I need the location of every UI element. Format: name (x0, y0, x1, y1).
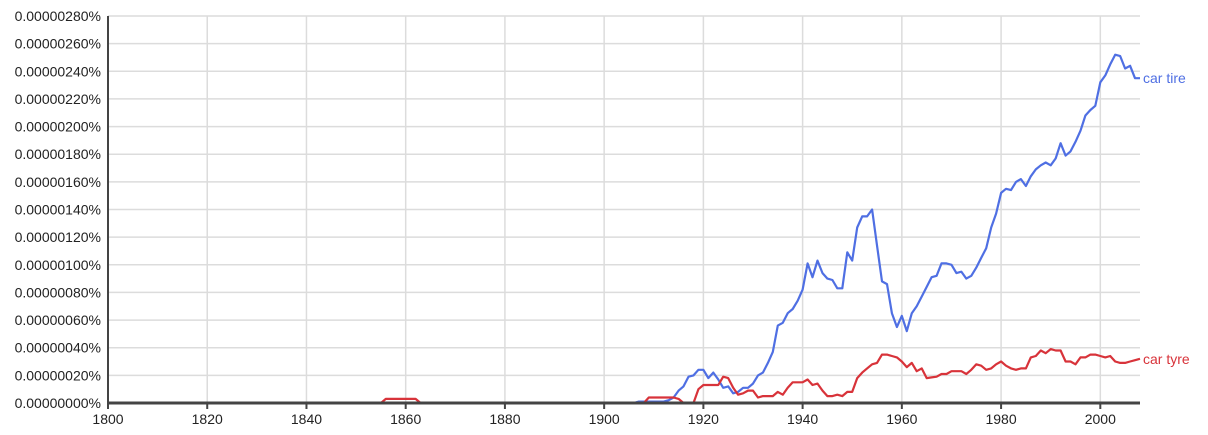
y-axis-tick-labels: 0.00000000% 0.00000020% 0.00000040% 0.00000… (15, 8, 101, 411)
y-tick-label: 0.00000120% (15, 229, 101, 245)
series-label: car tyre (1143, 351, 1190, 367)
y-tick-label: 0.00000080% (15, 284, 101, 300)
y-tick-label: 0.00000040% (15, 340, 101, 356)
x-tick-label: 1840 (291, 411, 322, 427)
y-tick-label: 0.00000200% (15, 119, 101, 135)
y-tick-label: 0.00000060% (15, 312, 101, 328)
grid (108, 15, 1140, 403)
y-tick-label: 0.00000220% (15, 91, 101, 107)
series-lines (108, 53, 1141, 405)
y-tick-label: 0.00000180% (15, 146, 101, 162)
x-tick-label: 1820 (192, 411, 223, 427)
x-tick-label: 1940 (787, 411, 818, 427)
series-labels: car tire car tyre (1143, 70, 1190, 367)
y-tick-label: 0.00000140% (15, 202, 101, 218)
y-tick-label: 0.00000240% (15, 63, 101, 79)
series-line-car-tyre (108, 348, 1141, 405)
y-tick-label: 0.00000280% (15, 8, 101, 24)
x-tick-label: 1880 (489, 411, 520, 427)
axes (107, 16, 1140, 409)
y-tick-label: 0.00000160% (15, 174, 101, 190)
x-axis-tick-labels: 1800 1820 1840 1860 1880 1900 1920 1940 1960 1980… (92, 411, 1116, 427)
y-tick-label: 0.00000020% (15, 367, 101, 383)
x-tick-label: 1960 (886, 411, 917, 427)
x-tick-label: 2000 (1085, 411, 1116, 427)
x-tick-label: 1980 (985, 411, 1016, 427)
y-tick-label: 0.00000100% (15, 257, 101, 273)
x-tick-label: 1900 (589, 411, 620, 427)
series-line-car-tire (108, 53, 1140, 405)
x-tick-label: 1800 (92, 411, 123, 427)
x-tick-label: 1860 (390, 411, 421, 427)
x-tick-label: 1920 (688, 411, 719, 427)
series-label: car tire (1143, 70, 1186, 86)
y-tick-label: 0.00000000% (15, 395, 101, 411)
y-tick-label: 0.00000260% (15, 36, 101, 52)
